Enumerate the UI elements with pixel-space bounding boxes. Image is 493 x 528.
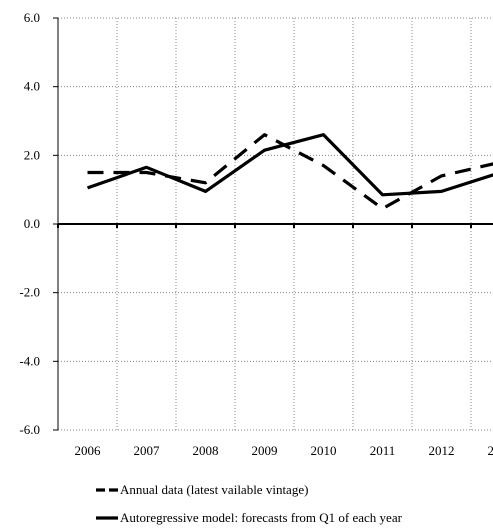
x-tick-label: 2007: [134, 443, 161, 458]
x-tick-label: 2013: [488, 443, 493, 458]
gridlines: [58, 17, 493, 431]
x-tick-label: 2008: [193, 443, 219, 458]
x-tick-label: 2011: [370, 443, 396, 458]
legend-label-annual: Annual data (latest vailable vintage): [120, 482, 309, 497]
legend-item-annual: Annual data (latest vailable vintage): [96, 482, 308, 498]
axes: [53, 17, 493, 431]
x-tick-label: 2012: [429, 443, 455, 458]
legend-label-autoregressive: Autoregressive model: forecasts from Q1 …: [120, 510, 402, 525]
series-line-autoregressive: [86, 133, 493, 197]
y-tick-label: -2.0: [19, 285, 40, 300]
tick-labels: 6.0 4.0 2.0 0.0 -2.0 -4.0 -6.0 2006 2007 2008 2009…: [19, 10, 493, 458]
legend-swatch-dashed: [96, 488, 118, 492]
series-line-annual: [87, 133, 493, 211]
y-tick-label: 2.0: [24, 147, 40, 162]
y-tick-label: -6.0: [19, 422, 40, 437]
x-tick-label: 2009: [252, 443, 278, 458]
y-tick-label: -4.0: [19, 353, 40, 368]
x-tick-label: 2006: [75, 443, 102, 458]
legend-item-autoregressive: Autoregressive model: forecasts from Q1 …: [96, 510, 402, 526]
y-tick-label: 0.0: [24, 216, 40, 231]
x-tick-label: 2010: [311, 443, 337, 458]
series-lines: [86, 133, 493, 211]
legend-swatch-solid: [96, 516, 118, 520]
y-tick-label: 4.0: [24, 79, 40, 94]
y-tick-label: 6.0: [24, 10, 40, 25]
